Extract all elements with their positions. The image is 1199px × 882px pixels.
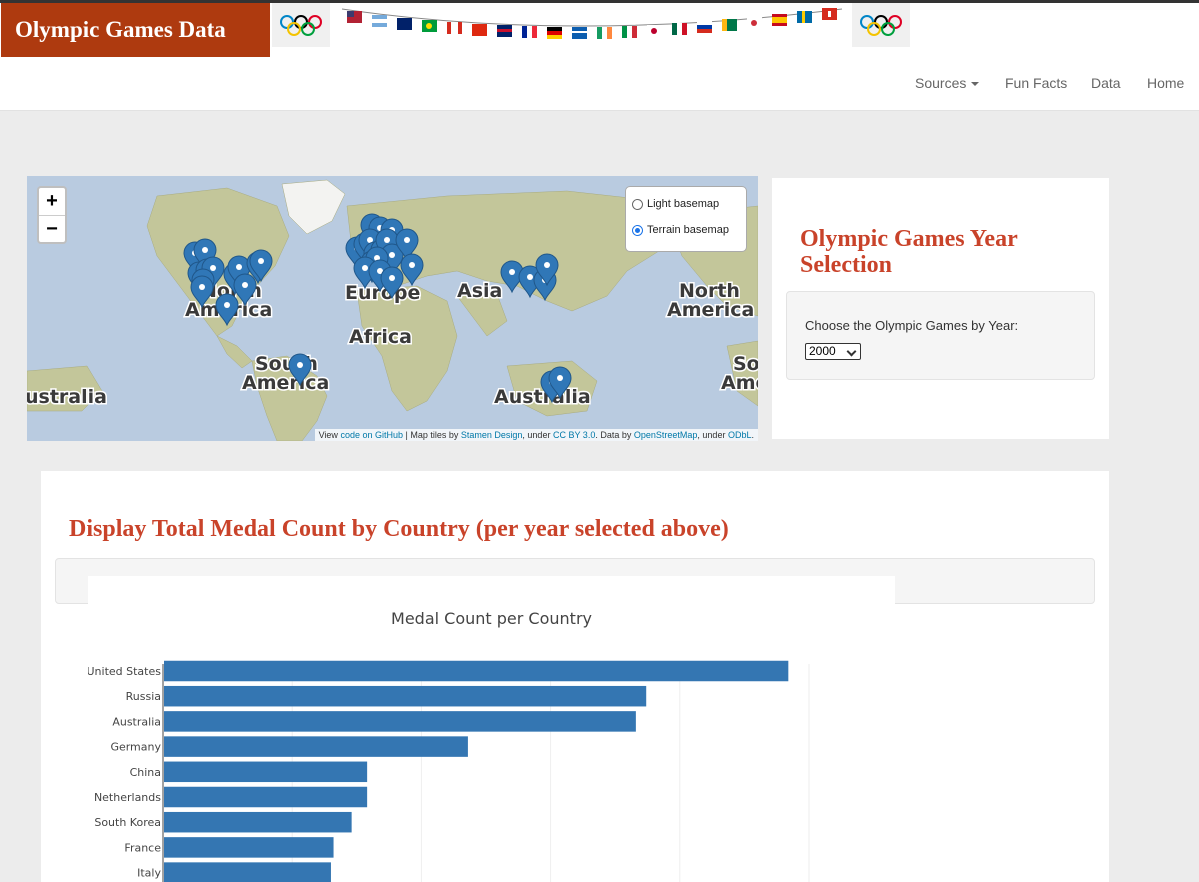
bar-france[interactable] bbox=[164, 837, 334, 858]
label-north-america-right-1: North bbox=[679, 280, 740, 302]
attrib-cc-link[interactable]: CC BY 3.0 bbox=[552, 430, 596, 440]
map-marker-icon[interactable] bbox=[535, 253, 559, 287]
attrib-odbl-link[interactable]: ODbL bbox=[727, 430, 752, 440]
year-selection-panel: Olympic Games Year Selection Choose the … bbox=[772, 178, 1109, 439]
label-south-america-right-2: America bbox=[721, 372, 758, 394]
map-marker-icon[interactable] bbox=[395, 228, 419, 262]
host-city-markers bbox=[183, 213, 572, 404]
nav-home[interactable]: Home bbox=[1147, 75, 1185, 91]
label-asia: Asia bbox=[457, 280, 502, 302]
map-marker-icon[interactable] bbox=[548, 366, 572, 400]
map-marker-icon[interactable] bbox=[400, 253, 424, 287]
attrib-stamen-link[interactable]: Stamen Design bbox=[460, 430, 523, 440]
year-selection-well: Choose the Olympic Games by Year: 2000 bbox=[786, 291, 1095, 380]
attrib-tiles-by: | Map tiles by bbox=[405, 430, 459, 440]
tick-label: China bbox=[130, 766, 161, 779]
bar-australia[interactable] bbox=[164, 711, 636, 732]
bar-germany[interactable] bbox=[164, 736, 468, 757]
attrib-osm-link[interactable]: OpenStreetMap bbox=[633, 430, 698, 440]
year-select-label: Choose the Olympic Games by Year: bbox=[805, 318, 1019, 333]
label-australia-left: ustralia bbox=[27, 386, 107, 408]
map-marker-icon[interactable] bbox=[233, 273, 257, 307]
bar-italy[interactable] bbox=[164, 862, 331, 882]
layer-light-basemap-label: Light basemap bbox=[647, 198, 720, 210]
year-select-value: 2000 bbox=[809, 344, 836, 358]
tick-label: Germany bbox=[110, 741, 161, 754]
bar-chart-svg: United States Russia Australia Germany China… bbox=[88, 660, 810, 882]
tick-label: Australia bbox=[112, 715, 161, 728]
bar-russia[interactable] bbox=[164, 685, 647, 707]
bar-china[interactable] bbox=[164, 761, 368, 783]
olympic-rings-icon bbox=[280, 15, 322, 36]
nav-sources-dropdown[interactable]: Sources bbox=[915, 75, 980, 91]
tick-label: France bbox=[124, 841, 161, 854]
label-south-america-right-1: South bbox=[733, 353, 758, 375]
attrib-end: . bbox=[751, 430, 754, 440]
map-terrain-tiles[interactable]: North America South America Europe Afric… bbox=[27, 176, 758, 441]
nav-data[interactable]: Data bbox=[1091, 75, 1121, 91]
label-africa: Africa bbox=[349, 326, 412, 348]
radio-light-basemap[interactable] bbox=[632, 198, 643, 210]
tick-label: Russia bbox=[126, 690, 161, 703]
olympic-flags-banner bbox=[272, 3, 910, 47]
layer-terrain-basemap[interactable]: Terrain basemap bbox=[632, 224, 729, 236]
caret-down-icon bbox=[971, 82, 980, 87]
tick-label: South Korea bbox=[94, 816, 161, 829]
attrib-under: , under bbox=[522, 430, 551, 440]
brand-logo[interactable]: Olympic Games Data bbox=[1, 3, 270, 57]
medal-count-card: Display Total Medal Count by Country (pe… bbox=[41, 471, 1109, 882]
olympic-rings-icon-right bbox=[860, 15, 902, 36]
nav-fun-facts[interactable]: Fun Facts bbox=[1005, 75, 1068, 91]
chart-title: Medal Count per Country bbox=[391, 609, 592, 628]
medal-chart[interactable]: Medal Count per Country United States Rus… bbox=[88, 576, 895, 882]
label-australia: Australia bbox=[494, 386, 591, 408]
basemap-layer-control: Light basemap Terrain basemap bbox=[625, 186, 747, 252]
tick-label: United States bbox=[88, 665, 161, 678]
chevron-down-icon bbox=[846, 346, 857, 357]
zoom-in-button[interactable]: + bbox=[39, 188, 65, 216]
radio-terrain-basemap[interactable] bbox=[632, 224, 643, 236]
map-attribution: View code on GitHub | Map tiles by Stame… bbox=[314, 429, 758, 441]
label-north-america-right-2: America bbox=[667, 299, 754, 321]
label-south-america-2: America bbox=[242, 372, 329, 394]
tick-label: Italy bbox=[137, 867, 161, 880]
olympic-host-map[interactable]: North America South America Europe Afric… bbox=[27, 176, 758, 441]
year-select[interactable]: 2000 bbox=[805, 343, 861, 360]
zoom-control: + − bbox=[37, 186, 67, 244]
tick-label: Netherlands bbox=[94, 791, 161, 804]
bar-netherlands[interactable] bbox=[164, 786, 368, 808]
layer-terrain-basemap-label: Terrain basemap bbox=[647, 224, 729, 236]
map-marker-icon[interactable] bbox=[190, 275, 214, 309]
attrib-data-by: . Data by bbox=[595, 430, 632, 440]
navbar: Olympic Games Data bbox=[0, 3, 1199, 111]
map-marker-icon[interactable] bbox=[380, 266, 404, 300]
attrib-view: View bbox=[318, 430, 338, 440]
medal-count-heading: Display Total Medal Count by Country (pe… bbox=[69, 516, 729, 542]
map-marker-icon[interactable] bbox=[288, 353, 312, 387]
map-marker-icon[interactable] bbox=[249, 249, 273, 283]
layer-light-basemap[interactable]: Light basemap bbox=[632, 198, 719, 210]
attrib-github-link[interactable]: code on GitHub bbox=[340, 430, 403, 440]
window-top-border bbox=[0, 0, 1199, 3]
map-marker-icon[interactable] bbox=[215, 293, 239, 327]
bar-united-states[interactable] bbox=[164, 660, 789, 682]
bar-south-korea[interactable] bbox=[164, 811, 352, 833]
year-selection-title: Olympic Games Year Selection bbox=[800, 226, 1018, 278]
zoom-out-button[interactable]: − bbox=[46, 218, 58, 240]
nav-sources-label: Sources bbox=[915, 75, 967, 91]
attrib-under-2: , under bbox=[697, 430, 726, 440]
flag-bunting-icon bbox=[347, 8, 837, 39]
